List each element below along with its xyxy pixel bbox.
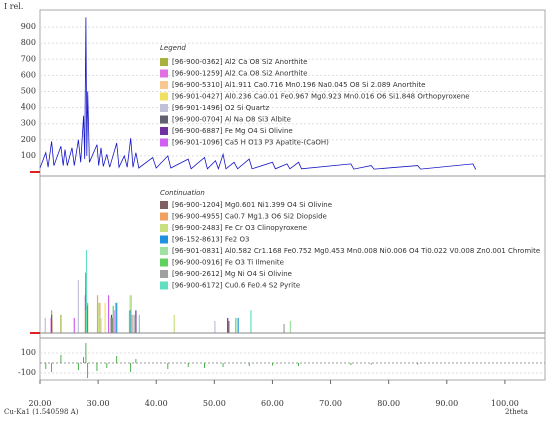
y-tick-label: 100 (21, 348, 36, 357)
y-tick-label: 300 (21, 119, 36, 128)
y-tick-label: 700 (21, 54, 36, 63)
legend-label: [96-152-8613] Fe2 O3 (172, 236, 249, 244)
legend-label: [96-900-0916] Fe O3 Ti Ilmenite (172, 259, 284, 267)
x-tick-label: 100.00 (491, 399, 519, 408)
zero-marker (30, 171, 40, 173)
legend-label: [96-900-4955] Ca0.7 Mg1.3 O6 Si2 Diopsid… (172, 213, 327, 221)
legend-box (156, 40, 306, 140)
legend-label: [96-900-0362] Al2 Ca O8 Si2 Anorthite (172, 58, 307, 66)
legend-label: [96-900-6172] Cu0.6 Fe0.4 S2 Pyrite (172, 282, 300, 290)
legend-swatch (160, 138, 168, 147)
x-tick-label: 50.00 (203, 399, 226, 408)
legend-swatch (160, 127, 168, 135)
x-tick-label: 20.00 (29, 399, 52, 408)
zero-marker (30, 332, 40, 334)
legend-label: [96-900-1259] Al2 Ca O8 Si2 Anorthite (172, 70, 307, 78)
legend-label: [96-900-6887] Fe Mg O4 Si Olivine (172, 127, 293, 135)
y-tick-label: 200 (21, 135, 36, 144)
y-tick-label: 400 (21, 103, 36, 112)
legend-swatch (160, 58, 168, 66)
legend-swatch (160, 81, 168, 89)
legend-swatch (160, 104, 168, 112)
legend-label: [96-900-5310] Al1.911 Ca0.716 Mn0.196 Na… (172, 81, 425, 89)
legend-title: Continuation (160, 189, 205, 197)
legend-label: [96-900-1204] Mg0.601 Ni1.399 O4 Si Oliv… (172, 201, 332, 209)
legend-swatch (160, 69, 168, 78)
x-tick-label: 70.00 (319, 399, 342, 408)
legend-swatch (160, 201, 168, 209)
legend-swatch (160, 235, 168, 244)
legend-swatch (160, 212, 168, 221)
pattern-line (39, 17, 477, 171)
y-tick-label: -100 (18, 368, 36, 377)
legend-label: [96-900-2612] Mg Ni O4 Si Olivine (172, 270, 292, 278)
plot-frame (39, 9, 546, 381)
x-tick-label: 40.00 (145, 399, 168, 408)
legend-title: Legend (160, 44, 186, 52)
footer: Cu-Ka1 (1.540598 A) (4, 408, 79, 416)
legend-swatch (160, 258, 168, 267)
legend-swatch (160, 92, 168, 101)
y-tick-label: 900 (21, 22, 36, 31)
y-tick-label: 600 (21, 70, 36, 79)
legend-label: [96-901-1496] O2 Si Quartz (172, 104, 269, 112)
legend-label: [96-900-2483] Fe Cr O3 Clinopyroxene (172, 224, 307, 232)
y-tick-label: 800 (21, 38, 36, 47)
legend-swatch (160, 281, 168, 290)
legend-swatch (160, 115, 168, 124)
legend-swatch (160, 270, 168, 278)
x-tick-label: 60.00 (261, 399, 284, 408)
legend-label: [96-901-0831] Al0.582 Cr1.168 Fe0.752 Mg… (172, 247, 540, 255)
legend-label: [96-901-1096] Ca5 H O13 P3 Apatite-(CaOH… (172, 139, 329, 147)
x-tick-label: 90.00 (435, 399, 458, 408)
legend-label: [96-901-0427] Al0.236 Ca0.01 Fe0.967 Mg0… (172, 93, 470, 101)
legend-swatch (160, 224, 168, 232)
x-axis-label: 2theta (505, 408, 528, 416)
y-tick-label: 500 (21, 87, 36, 96)
y-axis-label: I rel. (4, 2, 23, 11)
x-tick-label: 30.00 (87, 399, 110, 408)
legend-swatch (160, 247, 168, 255)
x-tick-label: 80.00 (377, 399, 400, 408)
legend-label: [96-900-0704] Al Na O8 Si3 Albite (172, 116, 291, 124)
y-tick-label: 100 (21, 151, 36, 160)
